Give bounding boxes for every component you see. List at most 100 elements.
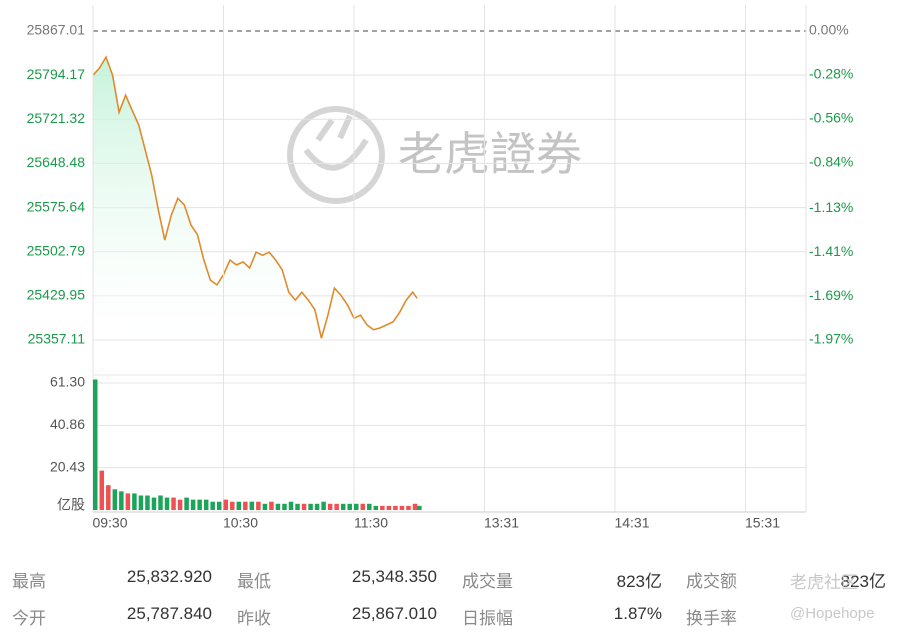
area (93, 57, 418, 340)
volume-bar (119, 491, 124, 510)
y2-tick-label: 0.00% (809, 22, 849, 38)
volume-bar (406, 505, 411, 510)
volume-bar (171, 497, 176, 510)
y-tick-label: 20.43 (50, 458, 85, 474)
y-tick-label: 25794.17 (27, 66, 86, 82)
volume-bar (99, 470, 105, 510)
volume-bar (367, 503, 372, 510)
x-tick-label: 15:31 (745, 515, 780, 531)
volume-bar (158, 495, 163, 510)
volume-bar (295, 503, 300, 510)
x-tick-label: 10:30 (223, 515, 258, 531)
y2-tick-label: -1.69% (809, 287, 853, 303)
stat-label: 日振幅 (462, 609, 513, 628)
y2-tick-label: -1.13% (809, 199, 853, 215)
volume-bar (236, 501, 242, 510)
community-watermark: @Hopehope (790, 605, 875, 622)
volume-bar (282, 503, 287, 510)
volume-bar (132, 493, 137, 510)
y-tick-label: 25502.79 (27, 242, 86, 258)
y2-tick-label: -0.28% (809, 66, 853, 82)
volume-bar (321, 501, 326, 510)
stat-value: 823亿 (840, 572, 886, 591)
stat-value: 25,867.010 (351, 604, 437, 623)
stat-label: 成交量 (462, 572, 513, 591)
y-tick-label: 25867.01 (27, 22, 86, 38)
volume-bar (203, 499, 209, 510)
y-tick-label: 40.86 (50, 416, 85, 432)
stat-label: 最低 (237, 572, 271, 591)
volume-bar (106, 485, 111, 510)
y2-tick-label: -1.97% (809, 331, 853, 347)
volume-bar (360, 503, 366, 510)
stat-label: 今开 (12, 609, 46, 628)
volume-bar (386, 505, 392, 510)
volume-bar (256, 501, 261, 510)
volume-bar (334, 503, 339, 510)
volume-bar (249, 501, 255, 510)
stat-value: 823亿 (616, 572, 662, 591)
y-tick-label: 25429.95 (27, 287, 86, 303)
x-tick-label: 11:30 (354, 515, 388, 531)
volume-bar (340, 503, 346, 510)
stat-label: 昨收 (237, 609, 271, 628)
volume-bar (145, 495, 150, 510)
volume-bar (399, 505, 405, 510)
y2-tick-label: -0.56% (809, 110, 853, 126)
community-watermark: 老虎社区 (790, 573, 858, 592)
volume-bar (93, 379, 98, 510)
y-tick-label: 亿股 (57, 497, 85, 513)
volume-bar (380, 505, 385, 510)
volume-bar (138, 495, 144, 510)
volume-bar (210, 501, 215, 510)
x-tick-label: 14:31 (614, 515, 649, 531)
volume-bar (417, 505, 422, 510)
volume-bar (327, 503, 333, 510)
volume-bar (243, 501, 248, 510)
stat-value: 25,832.920 (126, 567, 212, 586)
volume-bar (190, 499, 196, 510)
stat-label: 成交额 (686, 572, 737, 591)
chart: 老虎證券 25867.01 25794.17 25721.32 25648.48 255… (27, 5, 853, 531)
stat-label: 最高 (12, 572, 46, 591)
volume-bar (151, 497, 157, 510)
volume-bar (275, 503, 281, 510)
volume-bar (347, 503, 352, 510)
y-tick-label: 25575.64 (27, 198, 86, 214)
volume-bar (262, 503, 268, 510)
volume-bar (112, 489, 118, 510)
volume-bar (177, 499, 183, 510)
price-line (92, 55, 418, 339)
volume-bar (125, 493, 131, 510)
y-tick-label: 25648.48 (27, 154, 86, 170)
y-tick-label: 61.30 (50, 374, 85, 390)
volume-bar (230, 501, 235, 510)
y-tick-label: 25357.11 (28, 331, 86, 347)
y2-tick-label: -1.41% (809, 243, 853, 259)
volume-bar (412, 503, 418, 510)
stat-label: 换手率 (686, 609, 737, 628)
volume-bar (288, 501, 294, 510)
volume-bar (373, 505, 379, 510)
volume-bar (308, 503, 313, 510)
volume-bar (314, 503, 320, 510)
volume-bar (184, 497, 189, 510)
volume-bar (354, 503, 359, 510)
watermark-logo (287, 106, 385, 204)
x-tick-label: 13:31 (484, 515, 519, 531)
stat-value: 1.87% (613, 604, 662, 623)
volume-bar (216, 501, 222, 510)
x-tick-label: 09:30 (92, 515, 127, 531)
volume-bar (197, 499, 202, 510)
y-tick-label: 25721.32 (27, 110, 86, 126)
watermark: 老虎證券 (398, 128, 582, 180)
y2-tick-label: -0.84% (809, 153, 853, 169)
volume-bar (269, 501, 274, 510)
stat-value: 25,787.840 (126, 604, 212, 623)
volume-bar (223, 499, 228, 510)
volume-bar (301, 503, 307, 510)
volume-bar (393, 505, 398, 510)
stat-value: 25,348.350 (351, 567, 437, 586)
volume-bar (164, 497, 170, 510)
